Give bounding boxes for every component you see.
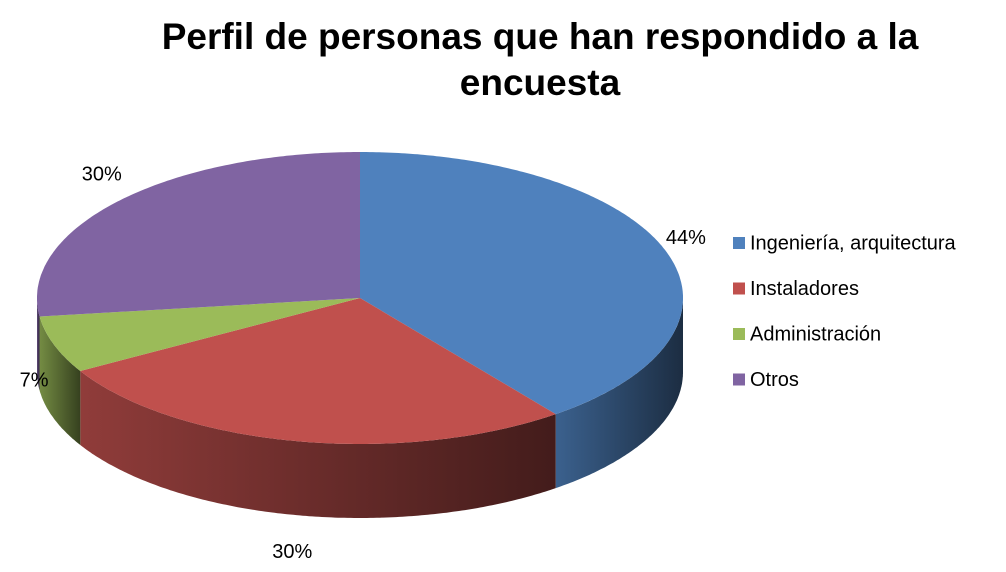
legend-swatch — [733, 328, 745, 340]
legend-label: Otros — [750, 369, 799, 391]
legend-label: Administración — [750, 323, 881, 345]
legend-swatch — [733, 282, 745, 295]
legend-swatch — [733, 237, 745, 249]
legend-swatch — [733, 373, 745, 386]
slice — [39, 298, 360, 371]
legend-label: Ingeniería, arquitectura — [750, 232, 957, 254]
slice — [80, 298, 556, 444]
slice-side — [80, 371, 556, 518]
data-label: 30% — [82, 163, 122, 185]
slice — [360, 152, 683, 415]
data-label: 30% — [272, 541, 312, 563]
slice-side — [37, 298, 40, 391]
slice-side — [555, 298, 683, 489]
slice-side — [39, 316, 81, 445]
chart-title: Perfil de personas que han respondido a … — [161, 16, 919, 103]
data-label: 7% — [20, 369, 49, 391]
data-label: 44% — [666, 227, 706, 249]
legend-label: Instaladores — [750, 278, 859, 300]
slice — [37, 152, 360, 317]
